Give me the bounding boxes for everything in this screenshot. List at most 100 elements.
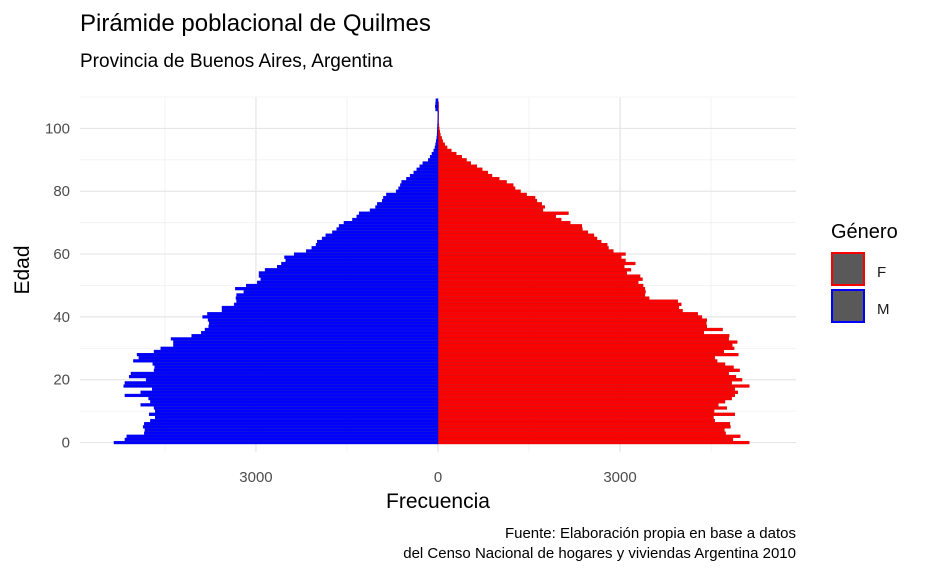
bar-f-age-9 (437, 412, 735, 416)
bar-m-age-41 (207, 312, 439, 316)
legend-label-m: M (877, 301, 890, 318)
bar-m-age-19 (124, 381, 439, 385)
bar-m-age-84 (406, 177, 439, 181)
bar-m-age-6 (144, 422, 439, 426)
bar-f-age-23 (437, 368, 740, 372)
bar-f-age-28 (437, 352, 739, 357)
bar-m-age-91 (429, 155, 439, 159)
bar-m-age-61 (306, 249, 439, 253)
bar-m-age-62 (311, 246, 439, 250)
bar-m-age-106 (435, 107, 439, 112)
bar-f-age-67 (437, 230, 589, 234)
bar-m-age-35 (201, 331, 439, 335)
bar-m-age-44 (233, 302, 439, 306)
y-tick-label: 40 (53, 309, 70, 326)
bar-m-age-50 (246, 283, 439, 288)
bar-f-age-89 (437, 161, 471, 165)
bar-f-age-33 (437, 337, 729, 341)
bar-f-age-83 (437, 180, 507, 184)
bar-m-age-100 (437, 126, 439, 131)
bar-m-age-11 (153, 406, 439, 410)
bar-f-age-17 (437, 387, 735, 391)
bar-f-age-76 (437, 202, 542, 206)
bar-m-age-101 (437, 123, 439, 127)
caption-line-2: del Censo Nacional de hogares y vivienda… (403, 545, 796, 562)
y-tick-label: 60 (53, 246, 70, 263)
bar-m-age-67 (332, 230, 439, 234)
bar-f-age-52 (437, 277, 643, 281)
x-tick-label: 3000 (239, 469, 272, 486)
bar-m-age-12 (140, 403, 439, 407)
bar-m-age-23 (153, 368, 439, 372)
bar-f-age-62 (437, 246, 609, 250)
bar-m-age-16 (140, 390, 439, 394)
bar-f-age-29 (437, 349, 724, 354)
bar-m-age-65 (321, 236, 439, 240)
bar-f-age-42 (437, 309, 683, 313)
bar-f-age-5 (437, 425, 731, 429)
bar-f-age-16 (437, 390, 738, 394)
bar-f-age-75 (437, 205, 545, 209)
bar-m-age-76 (377, 202, 439, 206)
bar-f-age-10 (437, 409, 715, 413)
x-tick-label: 0 (434, 469, 442, 486)
bar-m-age-13 (150, 400, 439, 404)
bar-m-age-81 (398, 186, 439, 190)
bar-f-age-87 (437, 167, 483, 171)
bar-m-age-28 (136, 352, 439, 357)
bar-f-age-51 (437, 280, 639, 284)
bar-f-age-77 (437, 199, 538, 203)
bar-m-age-52 (260, 277, 439, 281)
bar-m-age-86 (413, 170, 439, 175)
bar-f-age-26 (437, 359, 718, 363)
bar-f-age-6 (437, 422, 731, 426)
bar-f-age-27 (437, 356, 715, 360)
bar-m-age-108 (435, 101, 439, 105)
bar-f-age-22 (437, 371, 729, 376)
bar-f-age-44 (437, 302, 682, 306)
bar-m-age-72 (356, 214, 439, 218)
bar-f-age-73 (437, 211, 569, 215)
chart-title: Pirámide poblacional de Quilmes (80, 10, 431, 37)
bar-m-age-96 (435, 139, 439, 143)
bar-m-age-68 (336, 227, 439, 231)
bar-m-age-56 (277, 265, 439, 269)
bar-m-age-39 (207, 318, 439, 322)
bar-f-age-12 (437, 403, 719, 407)
bar-m-age-33 (170, 337, 439, 341)
bar-f-age-11 (437, 406, 728, 410)
bar-f-age-14 (437, 396, 732, 401)
bar-f-age-41 (437, 312, 698, 316)
bar-m-age-107 (435, 104, 439, 109)
bar-m-age-105 (437, 111, 439, 115)
bar-m-age-93 (433, 148, 439, 153)
bar-m-age-80 (395, 189, 439, 193)
bar-m-age-30 (160, 346, 439, 350)
bar-f-age-37 (437, 324, 708, 328)
tick-labels: 3000 0 3000 0 20 40 60 80 100 (45, 120, 637, 486)
bar-f-age-91 (437, 155, 462, 159)
bar-m-age-74 (369, 208, 439, 212)
bar-f-age-15 (437, 393, 735, 398)
bar-f-age-4 (437, 428, 725, 432)
bar-f-age-18 (437, 384, 750, 388)
bar-m-age-69 (338, 224, 439, 228)
y-tick-label: 100 (45, 120, 70, 137)
bar-m-age-10 (155, 409, 439, 413)
bar-m-age-43 (221, 305, 439, 310)
bar-f-age-85 (437, 173, 493, 178)
bar-f-age-25 (437, 362, 726, 366)
bar-f-age-82 (437, 183, 514, 187)
bar-m-age-21 (128, 374, 439, 379)
bar-f-age-64 (437, 239, 602, 244)
bar-m-age-24 (154, 365, 439, 369)
bar-m-age-34 (191, 334, 439, 338)
bar-f-age-92 (437, 151, 457, 156)
bar-f-age-68 (437, 227, 583, 231)
bar-m-age-3 (144, 431, 439, 435)
bar-f-age-24 (437, 365, 734, 369)
bar-f-age-96 (437, 139, 444, 143)
x-axis-label: Frecuencia (386, 490, 490, 513)
bar-m-age-27 (138, 356, 439, 360)
